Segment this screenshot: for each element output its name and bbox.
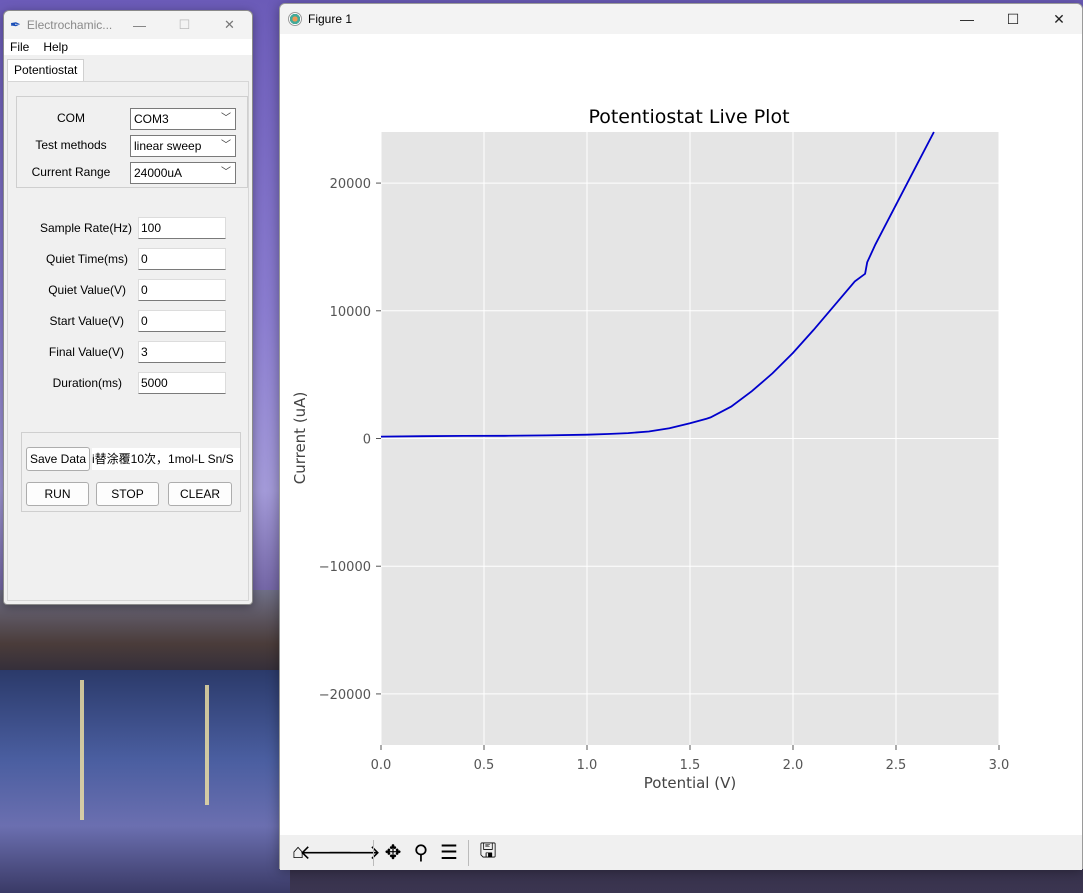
x-tick-label: 1.0	[577, 758, 598, 773]
run-button[interactable]: RUN	[26, 482, 89, 506]
start-value-label: Start Value(V)	[49, 314, 124, 328]
notebook-tabs: Potentiostat	[4, 55, 252, 81]
current-range-label: Current Range	[31, 165, 111, 179]
quiet-time-input[interactable]: 0	[138, 248, 226, 270]
x-tick-label: 2.5	[886, 758, 907, 773]
grid	[380, 132, 1000, 745]
forward-icon[interactable]: 🡒	[327, 842, 381, 864]
x-tick-label: 2.0	[783, 758, 804, 773]
save-data-button[interactable]: Save Data	[26, 447, 90, 471]
close-icon[interactable]: ✕	[1053, 10, 1065, 27]
start-value-input[interactable]: 0	[138, 310, 226, 332]
save-icon[interactable]: 🖫	[479, 839, 497, 862]
com-select-value: COM3	[134, 112, 169, 126]
test-methods-select-value: linear sweep	[134, 139, 202, 153]
background-reflection	[205, 685, 209, 805]
y-tick-label: −10000	[319, 560, 371, 575]
menu-file[interactable]: File	[10, 40, 30, 54]
chevron-down-icon: ﹀	[221, 167, 231, 178]
quiet-value-input[interactable]: 0	[138, 279, 226, 301]
final-value-label: Final Value(V)	[48, 345, 124, 359]
matplotlib-icon	[288, 12, 302, 26]
com-label: COM	[57, 111, 85, 125]
y-tick-label: −20000	[319, 688, 371, 703]
com-select[interactable]: COM3 ﹀	[130, 108, 236, 130]
feather-icon: ✒	[10, 17, 21, 32]
figure-title-bar[interactable]: Figure 1 — ☐ ✕	[280, 4, 1082, 34]
sample-rate-input[interactable]: 100	[138, 217, 226, 239]
connection-group: COM COM3 ﹀ Test methods linear sweep ﹀ Cur…	[16, 96, 248, 188]
maximize-icon[interactable]: ☐	[1006, 10, 1020, 27]
minimize-icon[interactable]: —	[133, 17, 146, 33]
filename-input[interactable]: i替涂覆10次，1mol-L Sn/S	[92, 448, 240, 470]
x-axis-label: Potential (V)	[644, 774, 736, 792]
pan-icon[interactable]: ✥	[384, 842, 402, 864]
y-tick-label: 20000	[330, 177, 371, 192]
close-icon[interactable]: ✕	[224, 17, 235, 32]
final-value-input[interactable]: 3	[138, 341, 226, 363]
stop-button[interactable]: STOP	[96, 482, 159, 506]
background-city	[0, 590, 290, 680]
menu-bar: File Help	[4, 39, 252, 55]
test-methods-select[interactable]: linear sweep ﹀	[130, 135, 236, 157]
chart-title: Potentiostat Live Plot	[588, 106, 789, 128]
navigation-toolbar: ⌂ 🡐 🡒 ✥ ⚲ ☰ 🖫	[280, 835, 1082, 870]
background-water	[0, 670, 290, 893]
tab-potentiostat[interactable]: Potentiostat	[7, 59, 85, 81]
chevron-down-icon: ﹀	[221, 140, 231, 151]
menu-help[interactable]: Help	[43, 40, 69, 54]
x-tick-label: 0.5	[474, 758, 495, 773]
background-reflection	[80, 680, 84, 820]
current-range-select-value: 24000uA	[134, 166, 183, 180]
chevron-down-icon: ﹀	[221, 113, 231, 124]
back-icon[interactable]: 🡐	[299, 842, 353, 864]
figure-title: Figure 1	[308, 12, 353, 26]
title-bar[interactable]: ✒ Electrochamic... — ☐ ✕	[4, 11, 252, 39]
potentiostat-app-window: ✒ Electrochamic... — ☐ ✕ File Help Poten…	[3, 10, 253, 605]
duration-input[interactable]: 5000	[138, 372, 226, 394]
x-tick-label: 3.0	[989, 758, 1010, 773]
sample-rate-label: Sample Rate(Hz)	[39, 221, 132, 235]
home-icon[interactable]: ⌂	[291, 841, 305, 863]
x-tick-label: 1.5	[680, 758, 701, 773]
clear-button[interactable]: CLEAR	[168, 482, 232, 506]
action-group: Save Data i替涂覆10次，1mol-L Sn/S RUN STOP C…	[21, 432, 241, 512]
configure-subplots-icon[interactable]: ☰	[440, 842, 458, 864]
quiet-time-label: Quiet Time(ms)	[45, 252, 128, 266]
zoom-icon[interactable]: ⚲	[413, 842, 429, 864]
figure-window: Figure 1 — ☐ ✕ Potentiostat Live Plot 0.…	[279, 3, 1083, 870]
quiet-value-label: Quiet Value(V)	[48, 283, 126, 297]
duration-label: Duration(ms)	[52, 376, 122, 390]
tab-content: COM COM3 ﹀ Test methods linear sweep ﹀ Cur…	[7, 81, 249, 601]
toolbar-separator	[373, 839, 374, 866]
y-tick-label: 10000	[330, 305, 371, 320]
data-line	[380, 131, 935, 438]
minimize-icon[interactable]: —	[960, 11, 974, 27]
y-axis-label: Current (uA)	[291, 392, 309, 485]
current-range-select[interactable]: 24000uA ﹀	[130, 162, 236, 184]
maximize-icon[interactable]: ☐	[178, 17, 191, 32]
plot-canvas: Potentiostat Live Plot 0.0 0.5 1.0 1.5 2.0 2.…	[291, 106, 1010, 792]
y-tick-label: 0	[363, 433, 371, 448]
x-tick-label: 0.0	[371, 758, 392, 773]
toolbar-separator	[468, 839, 469, 866]
ticks: 0.0 0.5 1.0 1.5 2.0 2.5 3.0 −20000 −10000 0 10000 2…	[319, 177, 1010, 773]
test-methods-label: Test methods	[35, 138, 107, 152]
window-title: Electrochamic...	[26, 18, 113, 32]
